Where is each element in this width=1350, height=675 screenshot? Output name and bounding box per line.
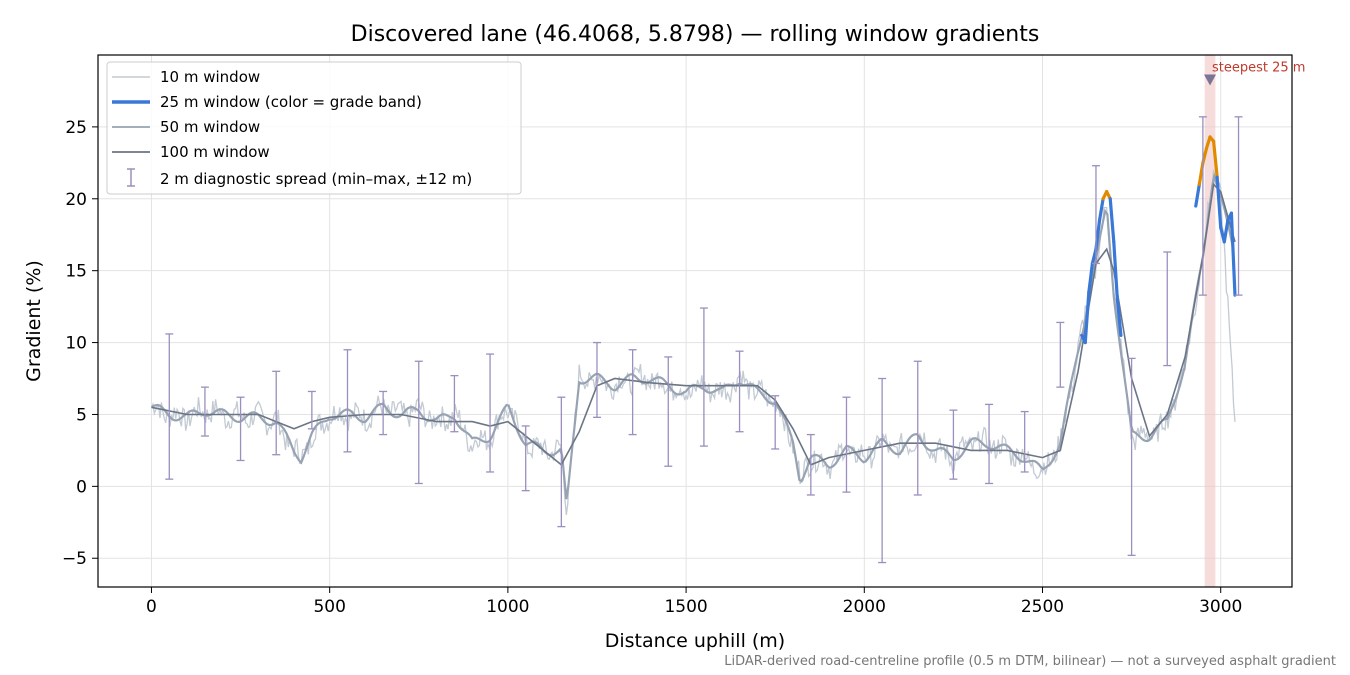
errorbar [806, 433, 815, 496]
errorbar [1163, 251, 1172, 367]
errorbar [343, 349, 352, 453]
errorbar [272, 370, 281, 456]
legend-box [106, 61, 522, 195]
errorbar [1020, 410, 1029, 473]
errorbar [878, 377, 887, 564]
errorbar [486, 353, 495, 473]
errorbar [771, 395, 780, 450]
legend-label-10m: 10 m window [160, 68, 260, 86]
errorbar [842, 396, 851, 493]
steepest-band [1204, 55, 1216, 587]
y-tick-label: −5 [62, 549, 87, 569]
x-axis-label: Distance uphill (m) [605, 630, 785, 652]
errorbar [664, 356, 673, 467]
errorbar [1056, 321, 1065, 388]
series-25m-window-segment [1087, 261, 1095, 294]
series-25m-window-segment [1229, 211, 1237, 297]
chart-title: Discovered lane (46.4068, 5.8798) — roll… [351, 22, 1040, 47]
errorbar [1127, 357, 1136, 557]
y-tick-label: 15 [65, 262, 87, 282]
errorbar [1234, 116, 1243, 296]
legend-label-50m: 50 m window [160, 118, 260, 136]
errorbar [165, 333, 174, 480]
errorbar [699, 307, 708, 447]
annotation-layer: steepest 25 m [1204, 60, 1305, 86]
steepest-highlight-band [1204, 55, 1216, 587]
series-25m-window-segment [1194, 182, 1201, 208]
errorbar [628, 349, 637, 436]
footnote: LiDAR-derived road-centreline profile (0… [724, 654, 1336, 669]
series-25m-window-segment [1112, 240, 1119, 302]
errorbar [949, 409, 958, 480]
series-25m-window-segment [1108, 197, 1116, 244]
errorbar [236, 396, 245, 462]
errorbar [1091, 165, 1100, 265]
series-25m-window-segment [1222, 218, 1230, 244]
x-tick-label: 2000 [843, 597, 886, 617]
errorbar [913, 360, 922, 496]
series-25m-window-segment [1211, 139, 1219, 179]
axis-ticks: 0 500 1000 1500 2000 2500 3000 −5 0 5 10 15 20 25 [62, 118, 1242, 617]
y-axis-label: Gradient (%) [23, 260, 45, 382]
steepest-marker [1204, 74, 1217, 86]
y-tick-label: 25 [65, 118, 87, 138]
legend-label-25m: 25 m window (color = grade band) [160, 93, 422, 111]
y-tick-label: 0 [76, 477, 87, 497]
series-25m-window-segment [1115, 297, 1123, 337]
x-tick-label: 1500 [664, 597, 707, 617]
series-25m-window-segment [1083, 290, 1091, 345]
errorbar [592, 341, 601, 418]
errorbar [557, 396, 566, 528]
legend-label-errorbar: 2 m diagnostic spread (min–max, ±12 m) [160, 170, 472, 188]
errorbar [200, 386, 209, 437]
errorbar [985, 403, 994, 485]
y-tick-label: 20 [65, 190, 87, 210]
errorbar [450, 374, 459, 433]
x-tick-label: 1000 [486, 597, 529, 617]
series-25m-window-segment [1204, 135, 1212, 151]
series-25m-window-segment [1097, 197, 1105, 222]
errorbar [379, 390, 388, 436]
series-layer [150, 135, 1237, 515]
errorbar [735, 350, 744, 433]
series-25m-window-segment [1215, 175, 1223, 230]
x-tick-label: 0 [146, 597, 157, 617]
legend: 10 m window 25 m window (color = grade b… [106, 61, 522, 195]
legend-label-100m: 100 m window [160, 143, 270, 161]
legend-swatch-errorbar [127, 168, 135, 187]
y-tick-label: 5 [76, 405, 87, 425]
errorbar [414, 360, 423, 485]
plot-frame [97, 54, 1293, 588]
errorbar [1198, 116, 1207, 296]
errorbar [521, 425, 530, 492]
steepest-annotation-label: steepest 25 m [1212, 60, 1305, 75]
y-tick-label: 10 [65, 334, 87, 354]
x-tick-label: 3000 [1199, 597, 1242, 617]
errorbar-layer [165, 116, 1243, 564]
errorbar [307, 390, 316, 430]
x-tick-label: 2500 [1021, 597, 1064, 617]
x-tick-label: 500 [313, 597, 345, 617]
